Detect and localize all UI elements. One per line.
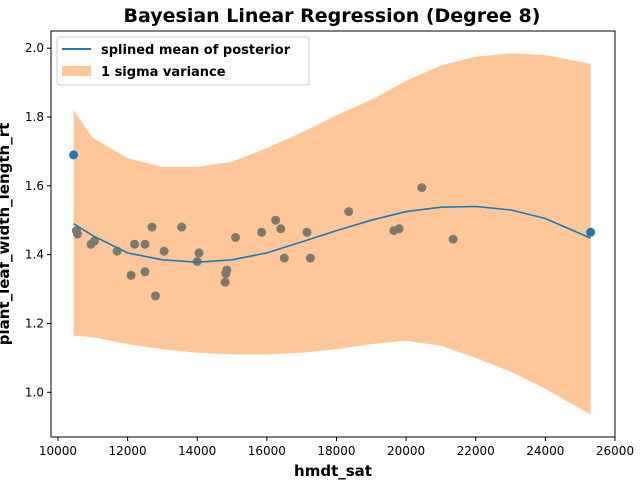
- legend-label-variance: 1 sigma variance: [101, 65, 226, 80]
- data-point: [302, 227, 312, 237]
- data-point: [140, 239, 150, 249]
- data-point: [73, 229, 82, 239]
- data-point: [222, 265, 232, 275]
- x-tick-label: 22000: [457, 444, 495, 458]
- mean-line-layer: [73, 205, 591, 264]
- data-point: [69, 150, 79, 160]
- y-axis-label: plant_leaf_width_length_rt: [0, 123, 13, 346]
- data-point: [159, 246, 169, 256]
- x-tick-label: 14000: [178, 444, 216, 458]
- data-point: [276, 224, 286, 234]
- data-point: [194, 248, 204, 258]
- data-point: [90, 236, 99, 246]
- y-tick-label: 1.0: [25, 385, 44, 399]
- x-tick-label: 16000: [248, 444, 286, 458]
- data-point: [271, 215, 281, 225]
- data-point: [140, 267, 150, 277]
- data-point: [177, 222, 187, 232]
- variance-band-layer: [73, 53, 591, 415]
- x-tick-label: 10000: [39, 444, 77, 458]
- legend-band-swatch: [62, 66, 91, 76]
- legend: splined mean of posterior 1 sigma varian…: [56, 36, 310, 86]
- y-tick-label: 1.4: [25, 248, 44, 262]
- data-point: [394, 224, 404, 234]
- data-point: [220, 277, 230, 287]
- variance-band: [73, 53, 591, 415]
- data-point: [231, 232, 240, 242]
- data-point: [147, 222, 157, 232]
- x-tick-label: 20000: [387, 444, 425, 458]
- legend-frame: [56, 36, 310, 86]
- data-point: [130, 239, 140, 249]
- x-tick-label: 24000: [526, 444, 564, 458]
- data-point: [279, 253, 289, 263]
- y-axis-ticks: 1.0 1.2 1.4 1.6 1.8 2.0: [25, 41, 51, 399]
- data-point: [448, 234, 458, 244]
- x-tick-label: 26000: [596, 444, 634, 458]
- mean-line: [73, 205, 591, 264]
- data-point: [126, 270, 136, 280]
- legend-label-mean: splined mean of posterior: [101, 43, 291, 58]
- plot-frame: [50, 30, 616, 438]
- y-tick-label: 1.8: [25, 110, 44, 124]
- data-point: [344, 207, 354, 217]
- data-point: [586, 227, 596, 237]
- x-axis-label: hmdt_sat: [294, 462, 372, 480]
- y-tick-label: 2.0: [25, 41, 44, 55]
- points-layer: [69, 150, 596, 301]
- y-tick-label: 1.2: [25, 316, 44, 330]
- x-axis-ticks: 10000 12000 14000 16000 18000 20000 22000 24000…: [39, 437, 634, 458]
- x-tick-label: 18000: [317, 444, 355, 458]
- data-point: [257, 227, 267, 237]
- data-point: [150, 291, 160, 301]
- data-point: [305, 253, 315, 263]
- data-point: [417, 183, 427, 193]
- y-tick-label: 1.6: [25, 179, 44, 193]
- x-tick-label: 12000: [108, 444, 146, 458]
- chart-title: Bayesian Linear Regression (Degree 8): [124, 5, 541, 27]
